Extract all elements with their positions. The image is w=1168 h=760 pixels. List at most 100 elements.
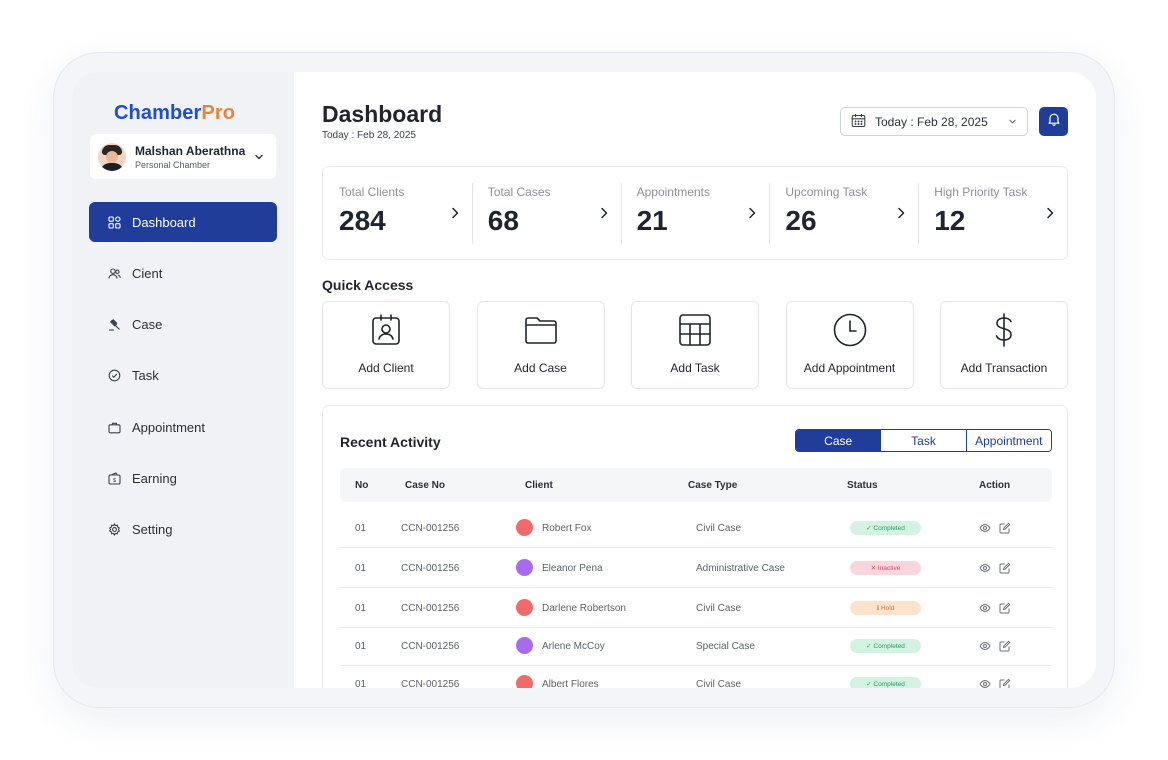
table-icon <box>679 314 711 346</box>
stat-value: 12 <box>934 205 966 236</box>
status-mark: ✓ <box>866 525 872 532</box>
sidebar-item-appointment[interactable]: Appointment <box>89 407 277 447</box>
svg-text:$: $ <box>112 478 115 484</box>
chevron-right-icon <box>600 207 607 219</box>
table-row[interactable]: 01 CCN-001256 Eleanor Pena Administrativ… <box>340 548 1052 588</box>
profile-name: Malshan Aberathna <box>135 143 246 158</box>
quick-access-label: Add Task <box>670 361 720 375</box>
tab-case[interactable]: Case <box>796 430 881 451</box>
edit-icon[interactable] <box>999 678 1011 688</box>
quick-access-label: Add Client <box>358 361 414 375</box>
sidebar-item-task[interactable]: Task <box>89 356 277 396</box>
bell-icon <box>1047 112 1061 131</box>
table-row[interactable]: 01 CCN-001256 Robert Fox Civil Case ✓ Co… <box>340 508 1052 548</box>
sidebar-item-label: Case <box>132 317 163 333</box>
eye-icon[interactable] <box>979 640 991 652</box>
column-header: No <box>355 480 369 491</box>
quick-access-label: Add Transaction <box>960 361 1048 375</box>
status-label: Completed <box>873 680 905 688</box>
stat-total-clients[interactable]: Total Clients 284 <box>323 167 472 259</box>
tab-appointment[interactable]: Appointment <box>965 430 1051 451</box>
sidebar-item-label: Cient <box>132 265 163 281</box>
edit-icon[interactable] <box>999 602 1011 614</box>
notifications-button[interactable] <box>1039 107 1068 136</box>
eye-icon[interactable] <box>979 602 991 614</box>
sidebar-item-setting[interactable]: Setting <box>89 510 277 550</box>
chevron-down-icon <box>1008 115 1017 129</box>
status-badge: ✕ Inactive <box>850 561 921 575</box>
eye-icon[interactable] <box>979 562 991 574</box>
recent-activity-panel: Recent Activity Case Task Appointment No… <box>322 405 1068 688</box>
status-mark: ✕ <box>870 565 877 572</box>
add-client-button[interactable]: Add Client <box>322 301 450 389</box>
table-row[interactable]: 01 CCN-001256 Arlene McCoy Special Case … <box>340 626 1052 666</box>
stat-value: 21 <box>636 205 668 236</box>
stat-label: Total Cases <box>487 185 551 199</box>
stat-value: 284 <box>339 205 386 236</box>
status-mark: ℹ <box>876 605 880 612</box>
date-picker[interactable]: Today : Feb 28, 2025 <box>840 107 1028 136</box>
stats-panel: Total Clients 284 Total Cases 68 Appoint… <box>322 166 1068 260</box>
sidebar-item-client[interactable]: Cient <box>89 253 277 293</box>
sidebar-item-earning[interactable]: $ Earning <box>89 458 277 498</box>
stat-appointments[interactable]: Appointments 21 <box>620 167 770 259</box>
chevron-right-icon <box>749 207 756 219</box>
brand-logo-part1: Chamber <box>114 102 202 124</box>
sidebar-item-dashboard[interactable]: Dashboard <box>89 202 277 242</box>
grid-icon <box>107 215 121 229</box>
add-transaction-button[interactable]: Add Transaction <box>940 301 1068 389</box>
app-screen: ChamberPro Malshan Aberathna Personal Ch… <box>72 72 1096 688</box>
stat-label: Appointments <box>636 185 710 199</box>
row-no: 01 <box>355 523 367 534</box>
row-no: 01 <box>355 679 367 688</box>
profile-text: Malshan Aberathna Personal Chamber <box>135 144 252 170</box>
gavel-icon <box>107 318 121 332</box>
profile-switcher[interactable]: Malshan Aberathna Personal Chamber <box>90 134 276 179</box>
status-label: Hold <box>880 604 895 612</box>
sidebar-item-label: Task <box>132 368 159 384</box>
stat-value: 26 <box>785 205 817 236</box>
sidebar-item-label: Earning <box>132 470 177 486</box>
quick-access-label: Add Appointment <box>803 361 896 375</box>
task-icon <box>107 369 121 383</box>
stat-upcoming-task[interactable]: Upcoming Task 26 <box>769 167 918 259</box>
column-header: Status <box>847 480 878 491</box>
add-case-button[interactable]: Add Case <box>476 301 605 389</box>
table-row[interactable]: 01 CCN-001256 Albert Flores Civil Case ✓… <box>340 664 1052 688</box>
avatar <box>98 142 126 171</box>
activity-tabs: Case Task Appointment <box>795 429 1052 452</box>
gear-icon <box>107 523 121 537</box>
edit-icon[interactable] <box>999 562 1011 574</box>
stat-high-priority-task[interactable]: High Priority Task 12 <box>918 167 1067 259</box>
client-avatar <box>516 599 533 616</box>
brand-logo[interactable]: ChamberPro <box>114 102 235 125</box>
add-appointment-button[interactable]: Add Appointment <box>785 301 914 389</box>
column-header: Action <box>979 480 1011 491</box>
folder-icon <box>524 317 557 344</box>
status-mark: ✓ <box>866 681 872 688</box>
row-case-no: CCN-001256 <box>401 603 460 614</box>
status-badge: ✓ Completed <box>850 677 921 688</box>
eye-icon[interactable] <box>979 678 991 688</box>
row-client: Albert Flores <box>542 679 599 688</box>
brand-logo-part2: Pro <box>201 102 236 124</box>
quick-access-label: Add Case <box>514 361 567 375</box>
add-task-button[interactable]: Add Task <box>631 301 759 389</box>
status-label: Inactive <box>877 564 901 572</box>
row-case-type: Civil Case <box>696 603 742 614</box>
status-label: Completed <box>873 642 905 650</box>
edit-icon[interactable] <box>999 640 1011 652</box>
stat-total-cases[interactable]: Total Cases 68 <box>471 167 621 259</box>
eye-icon[interactable] <box>979 522 991 534</box>
row-case-type: Administrative Case <box>696 563 785 574</box>
row-no: 01 <box>355 563 367 574</box>
table-row[interactable]: 01 CCN-001256 Darlene Robertson Civil Ca… <box>340 588 1052 628</box>
sidebar-item-case[interactable]: Case <box>89 305 277 345</box>
edit-icon[interactable] <box>999 522 1011 534</box>
row-case-no: CCN-001256 <box>401 523 460 534</box>
row-no: 01 <box>355 603 367 614</box>
row-case-no: CCN-001256 <box>401 679 460 688</box>
column-header: Client <box>525 480 553 491</box>
tab-task[interactable]: Task <box>880 430 966 451</box>
client-avatar <box>516 519 533 536</box>
